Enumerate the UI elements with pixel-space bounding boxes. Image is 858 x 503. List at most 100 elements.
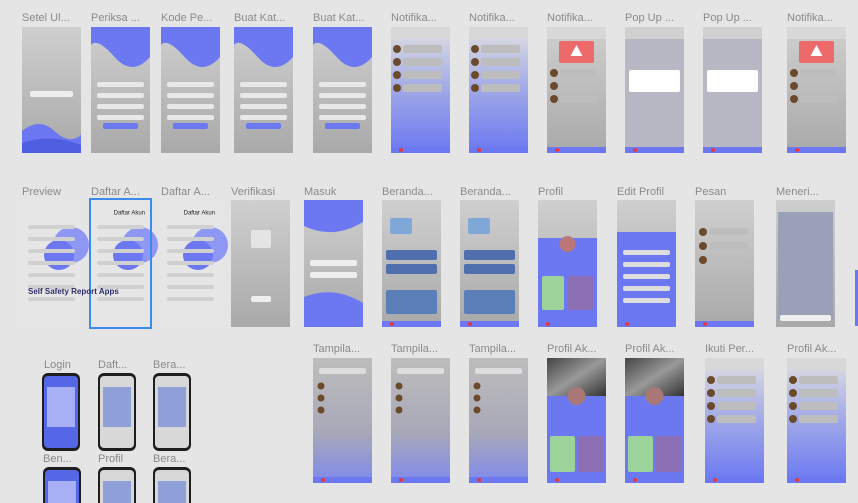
frame-label: Masuk bbox=[304, 186, 337, 198]
frame bbox=[547, 27, 606, 153]
bottom-nav bbox=[625, 477, 684, 483]
nav-icon bbox=[477, 148, 481, 152]
card bbox=[560, 95, 597, 103]
frame-label: Bera... bbox=[153, 453, 185, 465]
card bbox=[167, 93, 214, 98]
alert-icon bbox=[570, 45, 583, 56]
card bbox=[97, 237, 144, 241]
preview-title: Self Safety Report Apps bbox=[28, 287, 119, 296]
frame-label: Setel Ul... bbox=[22, 12, 70, 24]
nav-icon bbox=[399, 478, 403, 482]
avatar bbox=[473, 394, 481, 402]
blob bbox=[304, 292, 363, 327]
frame-label: Buat Kat... bbox=[234, 12, 285, 24]
avatar bbox=[789, 402, 797, 410]
phone-mockup bbox=[43, 467, 81, 503]
card bbox=[97, 249, 144, 253]
blob bbox=[304, 200, 363, 233]
card bbox=[386, 290, 437, 314]
nav-icon bbox=[390, 322, 394, 326]
frame-label: Notifika... bbox=[547, 12, 593, 24]
frame-label: Tampila... bbox=[469, 343, 516, 355]
avatar bbox=[699, 228, 707, 236]
frame bbox=[617, 200, 676, 327]
frame-label: Daftar A... bbox=[91, 186, 140, 198]
avatar bbox=[699, 256, 707, 264]
daftar-title: Daftar Akun bbox=[114, 211, 145, 217]
avatar bbox=[789, 389, 797, 397]
bottom-nav bbox=[538, 321, 597, 327]
nav-icon bbox=[468, 322, 472, 326]
frame bbox=[460, 200, 519, 327]
avatar bbox=[395, 394, 403, 402]
card bbox=[799, 389, 838, 397]
card bbox=[319, 368, 366, 374]
card bbox=[464, 264, 515, 274]
card bbox=[403, 45, 442, 53]
avatar bbox=[395, 382, 403, 390]
phone-content bbox=[47, 387, 75, 427]
card bbox=[97, 225, 144, 229]
frame-label: Verifikasi bbox=[231, 186, 275, 198]
card bbox=[319, 93, 366, 98]
card bbox=[568, 276, 593, 310]
phone-mockup bbox=[153, 373, 191, 451]
phone-content bbox=[48, 481, 76, 503]
avatar bbox=[471, 84, 479, 92]
frame-bg bbox=[391, 358, 450, 483]
card bbox=[623, 274, 670, 279]
frame bbox=[22, 200, 89, 327]
card bbox=[623, 298, 670, 303]
phone-content bbox=[158, 481, 186, 503]
card bbox=[97, 93, 144, 98]
nav-icon bbox=[546, 322, 550, 326]
card bbox=[800, 95, 837, 103]
card bbox=[397, 368, 444, 374]
card bbox=[628, 436, 653, 472]
frame bbox=[313, 27, 372, 153]
frame-label: Periksa ... bbox=[91, 12, 140, 24]
header bbox=[391, 27, 450, 39]
avatar bbox=[317, 382, 325, 390]
phone-mockup bbox=[98, 373, 136, 451]
bottom-nav bbox=[617, 321, 676, 327]
card bbox=[468, 218, 490, 234]
card bbox=[560, 82, 597, 90]
bottom-nav bbox=[695, 321, 754, 327]
overlay bbox=[703, 39, 762, 153]
frame bbox=[787, 358, 846, 483]
frame-label: Ikuti Per... bbox=[705, 343, 754, 355]
header bbox=[547, 27, 606, 39]
frame-label: Login bbox=[44, 359, 71, 371]
phone-content bbox=[103, 481, 131, 503]
nav-icon bbox=[711, 148, 715, 152]
frame bbox=[787, 27, 846, 153]
card bbox=[251, 296, 271, 302]
frame-label: Profil Ak... bbox=[787, 343, 837, 355]
card bbox=[800, 82, 837, 90]
frame bbox=[538, 200, 597, 327]
frame-label: Preview bbox=[22, 186, 61, 198]
card bbox=[717, 415, 756, 423]
card bbox=[30, 91, 73, 97]
bottom-nav bbox=[382, 321, 441, 327]
card bbox=[709, 256, 748, 263]
frame-label: Daft... bbox=[98, 359, 127, 371]
chat-bg bbox=[778, 212, 833, 319]
header bbox=[787, 27, 846, 39]
frame bbox=[391, 27, 450, 153]
card bbox=[240, 104, 287, 109]
card bbox=[560, 69, 597, 77]
frame-label: Notifika... bbox=[391, 12, 437, 24]
frame bbox=[776, 200, 835, 327]
avatar bbox=[789, 415, 797, 423]
nav-icon bbox=[633, 478, 637, 482]
card bbox=[310, 260, 357, 266]
avatar bbox=[317, 394, 325, 402]
avatar bbox=[707, 376, 715, 384]
avatar bbox=[471, 71, 479, 79]
card bbox=[167, 82, 214, 87]
avatar bbox=[471, 45, 479, 53]
card bbox=[390, 218, 412, 234]
